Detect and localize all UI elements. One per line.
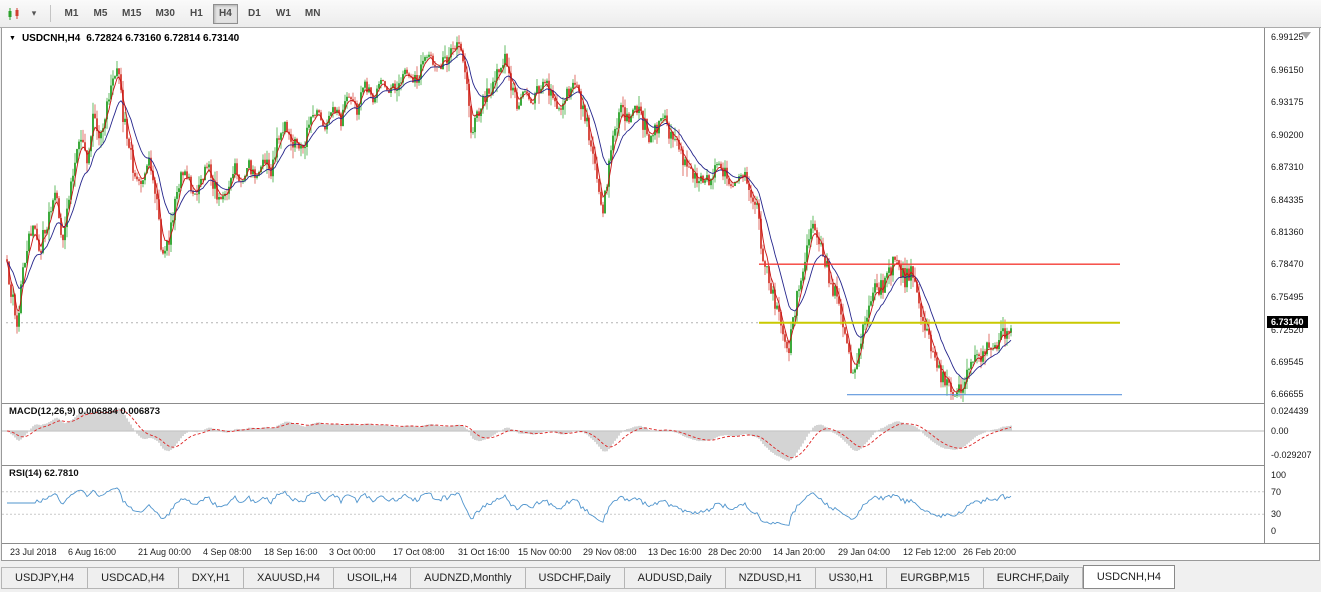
price-axis-label: 6.75495 (1271, 291, 1304, 302)
price-axis-label: 6.66655 (1271, 389, 1304, 400)
chart-tab-nzdusd-h1[interactable]: NZDUSD,H1 (725, 567, 816, 589)
time-axis-label: 14 Jan 20:00 (773, 547, 826, 557)
price-axis-border (1264, 28, 1265, 543)
price-axis-label: 6.87310 (1271, 161, 1304, 172)
chart-tab-usdcad-h4[interactable]: USDCAD,H4 (88, 567, 179, 589)
macd-values: 0.006884 0.006873 (78, 406, 161, 417)
price-axis-label: 6.99125 (1271, 31, 1304, 42)
chart-type-button[interactable] (4, 4, 24, 24)
chart-tab-dxy-h1[interactable]: DXY,H1 (178, 567, 245, 589)
chart-tab-usoil-h4[interactable]: USOIL,H4 (333, 567, 412, 589)
time-axis-label: 31 Oct 16:00 (458, 547, 510, 557)
current-price-badge: 6.73140 (1267, 315, 1308, 328)
chart-tab-audnzd-monthly[interactable]: AUDNZD,Monthly (411, 567, 526, 589)
chart-tabs-bar: USDJPY,H4 USDCAD,H4 DXY,H1 XAUUSD,H4 USOIL,H… (1, 564, 1320, 589)
candles-bear-bodies (6, 42, 1010, 396)
rsi-label: RSI(14) 62.7810 (9, 468, 79, 479)
chart-type-dropdown-caret[interactable]: ▾ (24, 4, 44, 24)
macd-axis-label: 0.024439 (1271, 405, 1309, 416)
chevron-down-icon: ▾ (31, 8, 37, 18)
price-axis-label: 6.90200 (1271, 130, 1304, 141)
timeframe-button-mn[interactable]: MN (300, 4, 326, 24)
symbol-marker-icon: ▼ (9, 34, 16, 42)
timeframe-button-h4[interactable]: H4 (212, 3, 238, 24)
rsi-value: 62.7810 (44, 468, 79, 479)
price-axis[interactable]: 6.99125 6.96150 6.93175 6.90200 6.87310 6.843… (1265, 28, 1319, 543)
panel-resize-handle[interactable] (2, 403, 1319, 404)
time-axis-label: 12 Feb 12:00 (903, 547, 957, 557)
chart-tab-us30-h1[interactable]: US30,H1 (815, 567, 888, 589)
chart-tab-audusd-daily[interactable]: AUDUSD,Daily (624, 567, 726, 589)
chart-shift-marker-icon (1301, 32, 1311, 39)
macd-name: MACD(12,26,9) (9, 406, 76, 417)
price-axis-label: 6.96150 (1271, 64, 1304, 75)
timeframe-button-m15[interactable]: M15 (117, 4, 146, 24)
macd-label: MACD(12,26,9) 0.006884 0.006873 (9, 406, 160, 417)
macd-axis-label: 0.00 (1271, 425, 1289, 436)
chart-tab-usdcnh-h4[interactable]: USDCNH,H4 (1082, 565, 1176, 589)
timeframe-group: M1 M5 M15 M30 H1 H4 D1 W1 MN (57, 3, 327, 24)
timeframe-button-m5[interactable]: M5 (88, 4, 113, 24)
macd-signal-line (6, 409, 1012, 459)
rsi-axis-label: 0 (1271, 526, 1277, 536)
timeframe-button-m1[interactable]: M1 (59, 4, 84, 24)
timeframe-button-w1[interactable]: W1 (271, 4, 296, 24)
ohlc-values: 6.72824 6.73160 6.72814 6.73140 (86, 33, 240, 44)
time-axis-label: 29 Jan 04:00 (838, 547, 891, 557)
chart-tab-eurgbp-m15[interactable]: EURGBP,M15 (887, 567, 984, 589)
time-axis-label: 17 Oct 08:00 (393, 547, 445, 557)
time-axis-label: 4 Sep 08:00 (203, 547, 252, 557)
rsi-axis-label: 30 (1271, 509, 1282, 520)
price-axis-label: 6.69545 (1271, 357, 1304, 368)
time-axis-label: 3 Oct 00:00 (329, 547, 376, 557)
rsi-axis-label: 100 (1271, 470, 1287, 480)
price-axis-label: 6.72520 (1271, 324, 1304, 335)
timeframe-button-h1[interactable]: H1 (184, 4, 209, 24)
rsi-line (7, 487, 1012, 526)
chart-tab-xauusd-h4[interactable]: XAUUSD,H4 (244, 567, 334, 589)
candlestick-chart-icon (8, 7, 19, 20)
chart-window: ▼ USDCNH,H4 6.72824 6.73160 6.72814 6.73… (1, 28, 1320, 561)
price-axis-label: 6.84335 (1271, 194, 1304, 205)
time-axis-label: 26 Feb 20:00 (963, 547, 1017, 557)
macd-axis-label: -0.029207 (1271, 449, 1312, 460)
time-axis-label: 23 Jul 2018 (10, 547, 57, 557)
price-axis-label: 6.93175 (1271, 97, 1304, 108)
chart-plot[interactable] (2, 28, 1264, 543)
timeframe-button-m30[interactable]: M30 (150, 4, 179, 24)
ma-slow-line (6, 53, 1012, 380)
time-axis-label: 18 Sep 16:00 (264, 547, 318, 557)
time-axis-label: 21 Aug 00:00 (138, 547, 192, 557)
time-axis-label: 15 Nov 00:00 (518, 547, 572, 557)
chart-tab-eurchf-daily[interactable]: EURCHF,Daily (983, 567, 1083, 589)
time-axis-label: 6 Aug 16:00 (68, 547, 117, 557)
symbol-title: USDCNH,H4 (21, 33, 81, 44)
time-axis-label: 28 Dec 20:00 (708, 547, 762, 557)
chart-ohlc-header: ▼ USDCNH,H4 6.72824 6.73160 6.72814 6.73… (9, 33, 239, 44)
panel-resize-handle[interactable] (2, 465, 1319, 466)
time-axis[interactable]: 23 Jul 2018 6 Aug 16:00 21 Aug 00:00 4 Sep … (2, 543, 1319, 560)
chart-tab-usdchf-daily[interactable]: USDCHF,Daily (525, 567, 625, 589)
price-axis-label: 6.81360 (1271, 227, 1304, 238)
ma-fast-line (6, 45, 1012, 393)
price-axis-label: 6.78470 (1271, 259, 1304, 270)
rsi-name: RSI(14) (9, 468, 42, 479)
rsi-axis-label: 70 (1271, 486, 1282, 497)
time-axis-label: 13 Dec 16:00 (648, 547, 702, 557)
toolbar-separator (50, 5, 51, 22)
candles-bear-wicks (6, 35, 1010, 400)
timeframe-button-d1[interactable]: D1 (242, 4, 267, 24)
toolbar: ▾ M1 M5 M15 M30 H1 H4 D1 W1 MN (0, 0, 1321, 28)
time-axis-label: 29 Nov 08:00 (583, 547, 637, 557)
chart-tab-usdjpy-h4[interactable]: USDJPY,H4 (1, 567, 89, 589)
